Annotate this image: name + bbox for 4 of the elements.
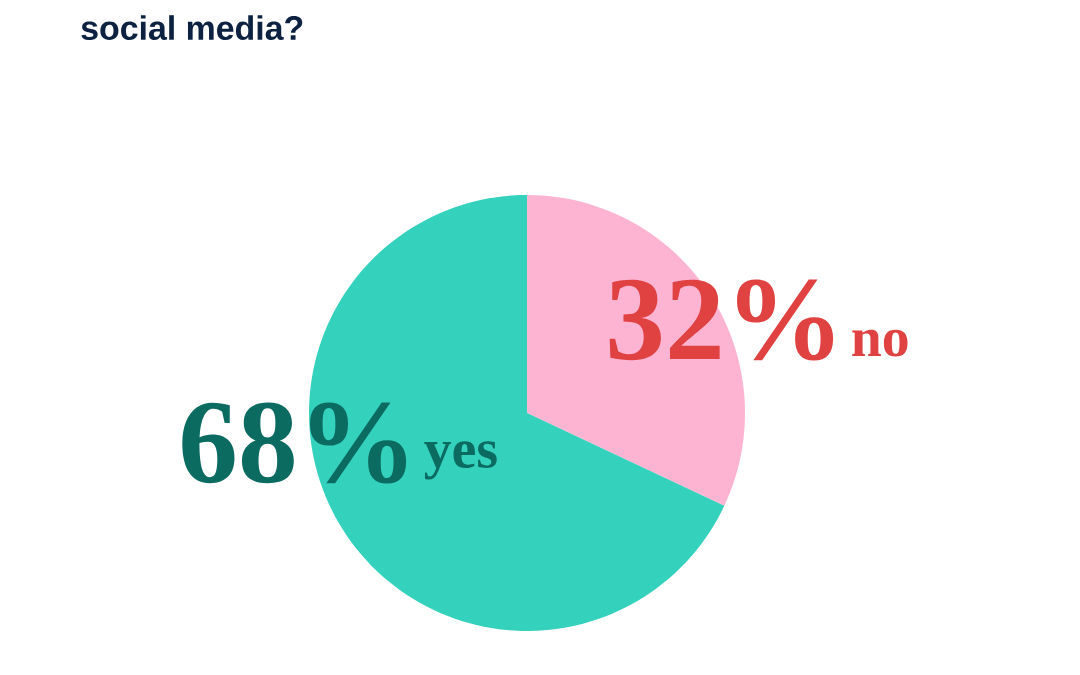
chart-title: social media?: [81, 15, 303, 41]
data-label: 32%: [609, 279, 834, 361]
slice-label: no: [852, 329, 908, 357]
slice-label: yes: [424, 441, 497, 480]
